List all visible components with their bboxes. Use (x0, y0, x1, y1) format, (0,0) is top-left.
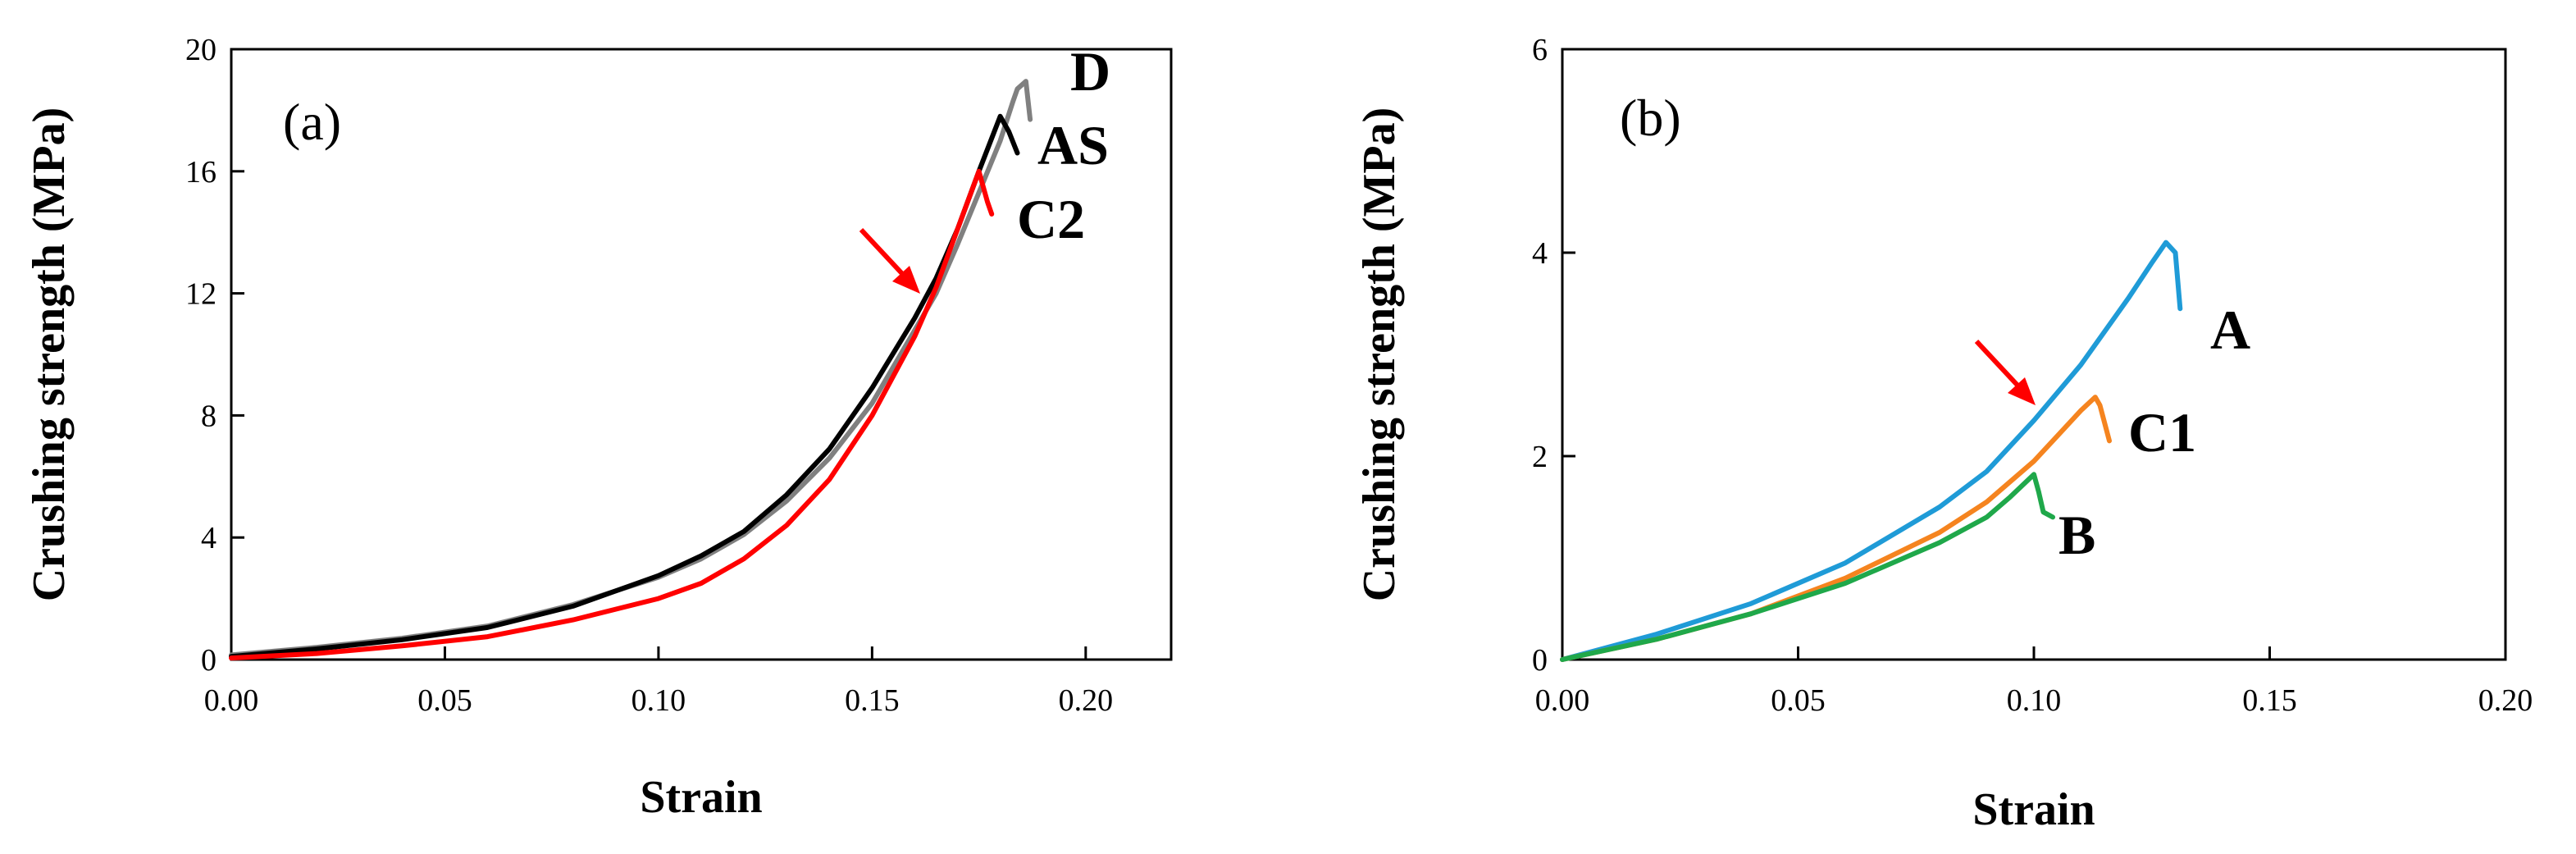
panel-a-series-group (229, 79, 1033, 661)
x-tick-label: 0.05 (417, 683, 472, 718)
panel-b-plot-frame (1561, 48, 2507, 661)
y-tick-label: 0 (1532, 643, 1548, 678)
series-label-b: B (2059, 504, 2095, 566)
panel-b-y-axis: 0 2 4 6 (1532, 33, 1575, 678)
x-tick-label: 0.10 (2007, 683, 2062, 718)
x-tick-label: 0.05 (1771, 683, 1826, 718)
y-tick-label: 6 (1532, 33, 1548, 67)
series-label-as: AS (1037, 114, 1109, 176)
panel-b-series-group (1560, 240, 2183, 662)
panel-b-label: (b) (1620, 89, 1681, 147)
panel-a-plot-frame (230, 48, 1173, 661)
series-label-c1: C1 (2128, 401, 2196, 464)
series-line-c2 (229, 168, 995, 661)
series-line-a (1560, 240, 2183, 662)
panel-a-y-axis: 0 4 8 12 16 20 (185, 33, 244, 678)
y-tick-label: 4 (201, 521, 217, 555)
x-tick-label: 0.10 (631, 683, 686, 718)
x-tick-label: 0.15 (845, 683, 900, 718)
series-label-d: D (1070, 40, 1110, 103)
panel-a-x-axis: 0.00 0.05 0.10 0.15 0.20 (204, 646, 1113, 718)
panel-a-arrow-annotation (859, 227, 920, 294)
panel-b-arrow-annotation (1974, 339, 2036, 405)
panel-b-x-axis-title: Strain (1972, 784, 2095, 835)
series-line-as (229, 113, 1020, 660)
y-tick-label: 20 (185, 33, 217, 67)
panel-a-y-axis-title: Crushing strength (MPa) (24, 107, 75, 602)
y-tick-label: 2 (1532, 440, 1548, 474)
y-tick-label: 16 (185, 155, 217, 190)
series-line-d (229, 79, 1033, 658)
panel-b-chart: 0 2 4 6 0.00 0.05 0.10 0.15 0.20 (b) Strain Cru… (1354, 33, 2533, 835)
y-tick-label: 4 (1532, 236, 1548, 271)
x-tick-label: 0.15 (2242, 683, 2297, 718)
panel-a-label: (a) (283, 93, 341, 151)
x-tick-label: 0.20 (1059, 683, 1114, 718)
panel-a-x-axis-title: Strain (640, 772, 762, 823)
y-tick-label: 12 (185, 277, 217, 312)
y-tick-label: 8 (201, 399, 217, 433)
series-label-a: A (2210, 299, 2250, 361)
x-tick-label: 0.00 (204, 683, 259, 718)
panel-b-x-axis: 0.00 0.05 0.10 0.15 0.20 (1535, 646, 2533, 718)
panel-a-chart: 0 4 8 12 16 20 0.00 0.05 0.10 0.15 0.20 (a) Strai… (24, 33, 1173, 823)
y-tick-label: 0 (201, 643, 217, 678)
series-line-b (1560, 472, 2055, 662)
series-line-c1 (1560, 395, 2112, 662)
series-label-c2: C2 (1017, 188, 1085, 250)
x-tick-label: 0.00 (1535, 683, 1590, 718)
panel-b-y-axis-title: Crushing strength (MPa) (1354, 107, 1405, 602)
x-tick-label: 0.20 (2478, 683, 2533, 718)
